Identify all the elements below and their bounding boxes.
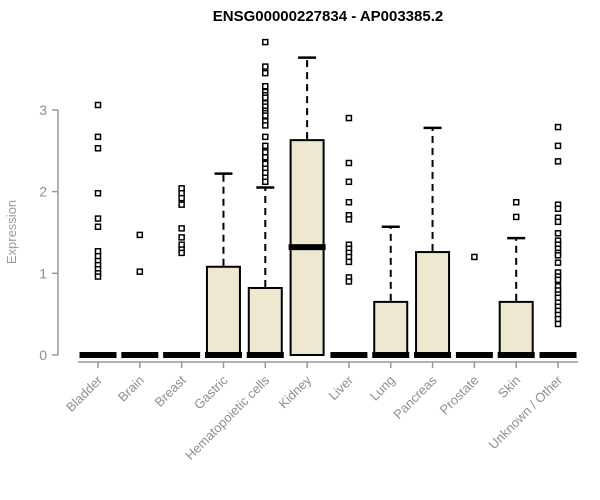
- boxplot-liver: [330, 114, 368, 358]
- outlier-point: [345, 178, 353, 186]
- outlier-point: [262, 69, 269, 77]
- outlier-point: [262, 154, 269, 161]
- outlier-point: [136, 268, 144, 275]
- boxplot-bladder: [79, 101, 117, 358]
- outlier-point: [178, 225, 185, 232]
- median-bar: [455, 352, 493, 358]
- outlier-point: [345, 114, 353, 122]
- x-tick-label: Bladder: [63, 372, 106, 415]
- outlier-point: [512, 198, 520, 206]
- outlier-point: [178, 234, 185, 241]
- median-bar: [246, 352, 284, 358]
- median-bar: [121, 352, 159, 358]
- outlier-point: [262, 142, 269, 150]
- x-tick-label: Pancreas: [390, 372, 440, 422]
- outlier-point: [262, 122, 269, 129]
- boxplot-lung: [372, 225, 410, 358]
- y-tick-label: 0: [39, 347, 47, 363]
- median-bar: [79, 352, 117, 358]
- x-tick-label: Liver: [326, 372, 357, 403]
- boxplot-kidney: [288, 56, 326, 356]
- median-bar: [288, 244, 326, 251]
- outlier-point: [94, 133, 102, 141]
- outlier-point: [554, 276, 562, 284]
- boxplot-unknown-other: [539, 123, 577, 358]
- outlier-point: [178, 194, 185, 202]
- outlier-point: [345, 216, 353, 223]
- y-tick-label: 3: [39, 102, 47, 118]
- outlier-point: [554, 205, 562, 213]
- boxplot-skin: [497, 198, 535, 358]
- median-bar: [204, 352, 242, 358]
- outlier-point: [262, 82, 269, 90]
- median-bar: [539, 352, 577, 358]
- box: [415, 251, 451, 356]
- boxplot-gastric: [204, 172, 242, 358]
- outlier-point: [512, 213, 520, 221]
- outlier-point: [345, 198, 353, 206]
- outlier-point: [262, 38, 269, 46]
- median-bar: [497, 352, 535, 358]
- outlier-point: [554, 142, 562, 150]
- outlier-point: [136, 231, 144, 239]
- x-tick-label: Brain: [115, 373, 147, 405]
- x-tick-label: Breast: [152, 372, 189, 409]
- chart-title: ENSG00000227834 - AP003385.2: [212, 8, 444, 25]
- box: [498, 300, 534, 356]
- outlier-point: [94, 189, 102, 197]
- x-tick-label: Kidney: [276, 372, 315, 411]
- outlier-point: [554, 320, 562, 328]
- box: [373, 300, 409, 356]
- outlier-point: [471, 253, 478, 261]
- outlier-point: [94, 145, 102, 152]
- outlier-point: [262, 94, 269, 101]
- outlier-point: [262, 133, 269, 141]
- boxplot-prostate: [455, 253, 493, 358]
- boxplot-hematopoietic-cells: [246, 38, 284, 358]
- boxplot-breast: [163, 185, 201, 358]
- outlier-point: [345, 159, 353, 167]
- median-bar: [372, 352, 410, 358]
- outlier-point: [262, 178, 269, 186]
- y-tick-label: 1: [39, 265, 47, 281]
- median-bar: [414, 352, 452, 358]
- outlier-point: [345, 278, 353, 285]
- outlier-point: [554, 230, 562, 237]
- boxplot-pancreas: [414, 126, 452, 358]
- boxplot-brain: [121, 231, 159, 358]
- outlier-point: [554, 218, 562, 226]
- x-tick-label: Prostate: [437, 373, 482, 418]
- outlier-point: [94, 101, 102, 109]
- outlier-point: [345, 258, 353, 266]
- outlier-point: [262, 112, 269, 119]
- y-tick-label: 2: [39, 184, 47, 200]
- x-tick-label: Skin: [495, 373, 523, 401]
- outlier-point: [178, 249, 185, 257]
- outlier-point: [94, 215, 102, 222]
- box: [247, 287, 283, 357]
- outlier-point: [554, 252, 562, 259]
- outlier-point: [554, 259, 562, 266]
- outlier-point: [554, 123, 562, 131]
- median-bar: [330, 352, 368, 358]
- box: [205, 265, 241, 357]
- median-bar: [163, 352, 201, 358]
- x-tick-label: Unknown / Other: [486, 372, 566, 452]
- x-tick-label: Gastric: [191, 372, 231, 412]
- outlier-point: [94, 273, 102, 280]
- x-tick-label: Lung: [367, 373, 398, 404]
- outlier-point: [94, 223, 102, 230]
- outlier-point: [554, 158, 562, 165]
- outlier-point: [262, 63, 269, 70]
- outlier-point: [178, 201, 185, 208]
